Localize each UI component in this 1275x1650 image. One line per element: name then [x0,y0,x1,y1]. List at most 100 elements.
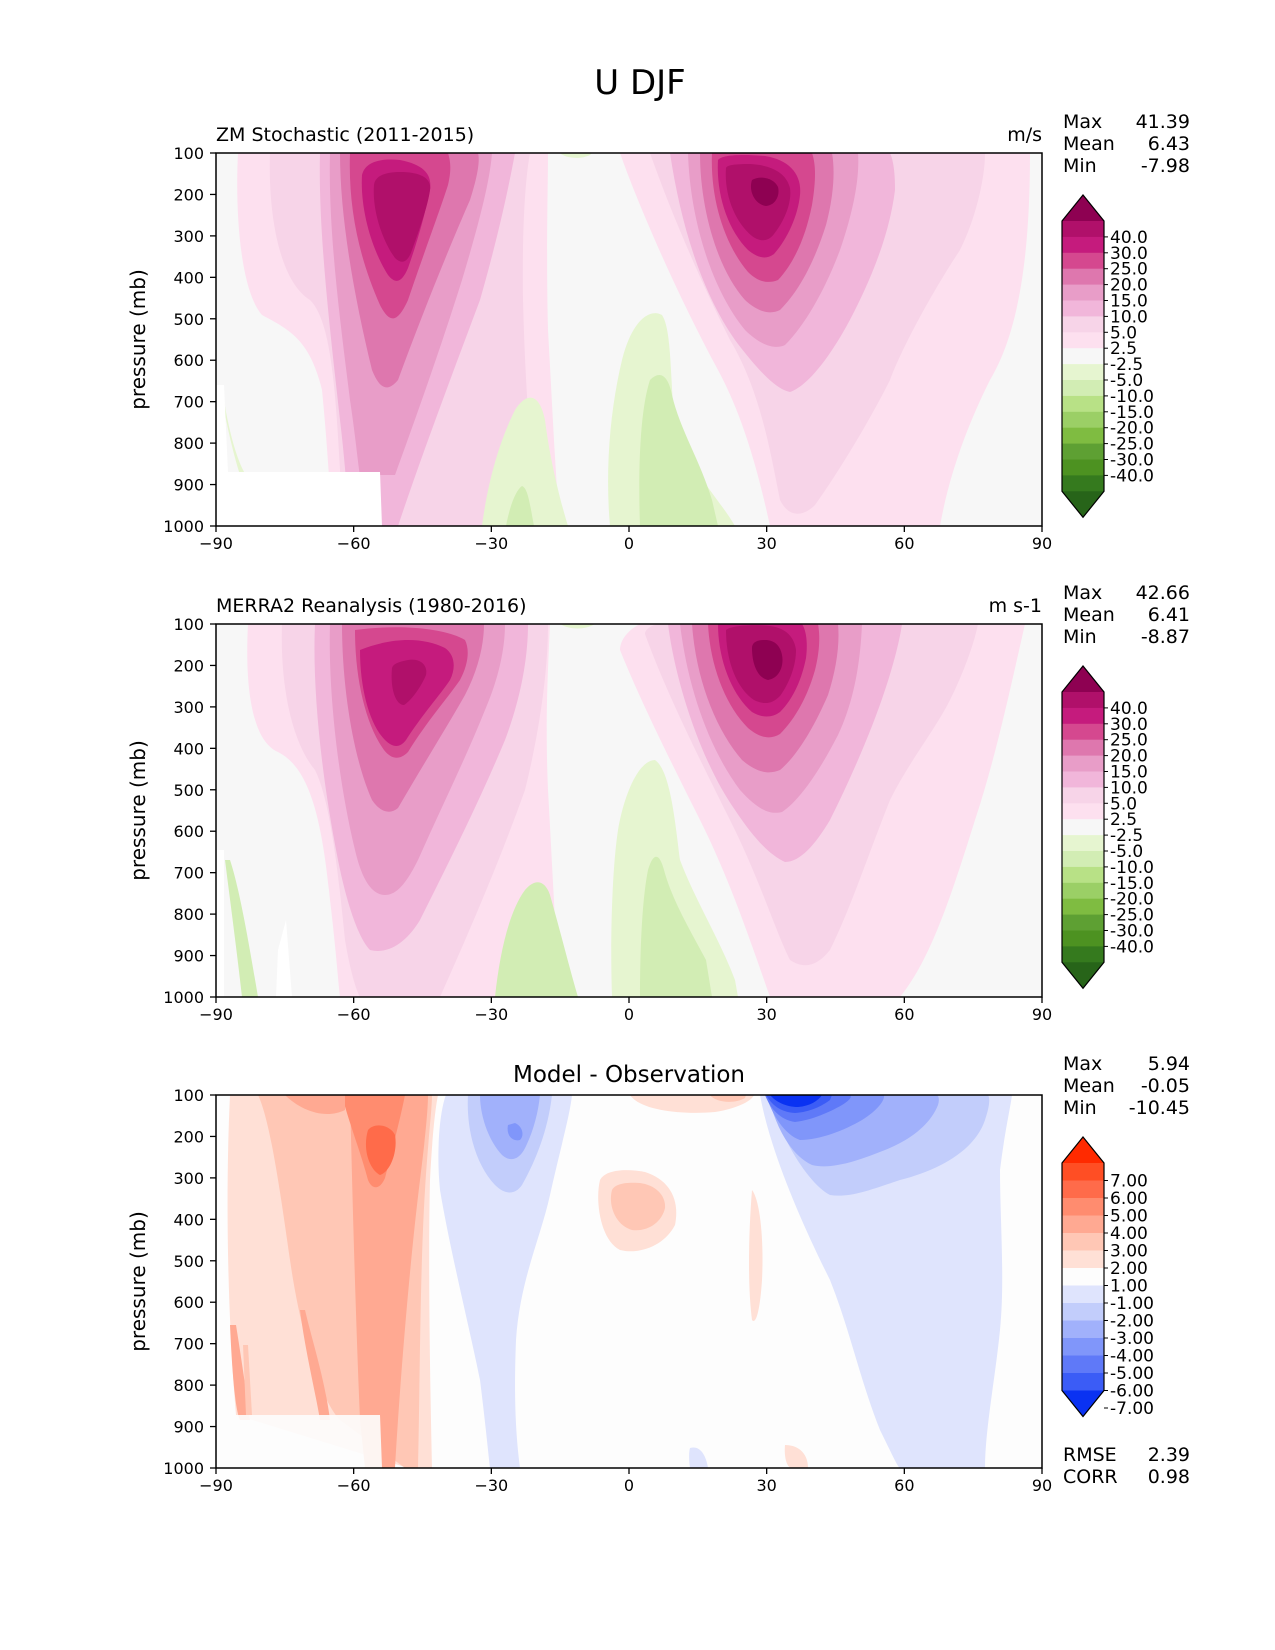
colorbar-bin [1062,723,1104,741]
colorbar-cap-max [1062,1137,1104,1163]
colorbar-bin [1062,475,1104,492]
colorbar-bin [1062,1373,1104,1391]
colorbar-bin [1062,1320,1104,1339]
colorbar-label: -5.0 [1110,842,1143,862]
x-tick-label: 90 [1032,534,1052,553]
colorbar-cap-min [1062,962,1104,989]
x-tick-label: 0 [624,1476,634,1495]
y-tick-label: 500 [173,1252,204,1271]
stat-label: Max [1063,1053,1102,1075]
colorbar-label: 2.5 [1110,339,1137,359]
colorbar-bin [1062,268,1104,286]
colorbar-bin [1062,819,1104,836]
stat-label: CORR [1063,1466,1118,1488]
colorbar-label: -6.00 [1110,1382,1154,1402]
colorbar-label: 15.0 [1110,292,1148,312]
stat-label: RMSE [1063,1444,1117,1466]
y-tick-label: 500 [173,781,204,800]
x-tick-label: −30 [474,1005,508,1024]
x-tick-label: −60 [337,534,371,553]
x-tick-label: 60 [894,1476,914,1495]
x-tick-label: −60 [337,1005,371,1024]
stat-value: 0.98 [1148,1466,1190,1488]
figure-title: U DJF [594,63,685,103]
colorbar: 40.030.025.020.015.010.05.02.5-2.5-5.0-1… [1061,194,1154,519]
colorbar-label: -25.0 [1110,435,1154,455]
stat-value: -7.98 [1141,155,1190,177]
colorbar-bin [1062,739,1104,757]
stats-box: Max 5.94 Mean -0.05 Min -10.45 [1063,1053,1190,1119]
x-axis: −90 −60 −30 0 30 60 90 [199,997,1052,1024]
x-tick-label: 90 [1032,1005,1052,1024]
stat-label: Min [1063,1097,1097,1119]
stat-label: Max [1063,111,1102,133]
colorbar: 40.030.025.020.015.010.05.02.5-2.5-5.0-1… [1061,665,1154,990]
y-tick-label: 600 [173,822,204,841]
colorbar-cap-max [1062,195,1104,221]
error-stats-box: RMSE 2.39 CORR 0.98 [1063,1444,1190,1488]
colorbar-label: 5.0 [1110,794,1137,814]
colorbar-outline [1061,194,1105,519]
colorbar-label: 2.5 [1110,810,1137,830]
surface-mask [216,1345,382,1468]
colorbar-bin [1062,851,1104,868]
colorbar-label: 40.0 [1110,699,1148,719]
colorbar-bin [1062,395,1104,413]
panel-title: Model - Observation [513,1062,745,1088]
y-tick-label: 700 [173,393,204,412]
colorbar-label: -7.00 [1110,1399,1154,1419]
colorbar-label: -2.5 [1110,355,1143,375]
contour-field [216,153,1042,526]
x-tick-label: 30 [756,1005,776,1024]
colorbar-bin [1062,866,1104,884]
stats-box: Max 41.39 Mean 6.43 Min -7.98 [1063,111,1190,177]
x-tick-label: −30 [474,534,508,553]
y-tick-label: 400 [173,268,204,287]
y-axis: 100 200 300 400 500 600 700 800 900 1000 [163,144,216,536]
colorbar-bin [1062,284,1104,301]
stat-value: -8.87 [1141,626,1190,648]
colorbar-bin [1062,914,1104,931]
units-label: m s-1 [989,595,1042,617]
colorbar-bin [1062,946,1104,963]
x-tick-label: 60 [894,534,914,553]
y-tick-label: 300 [173,698,204,717]
colorbar: 7.006.005.004.003.002.001.00-1.00-2.00-3… [1061,1136,1154,1419]
stat-value: -10.45 [1129,1097,1190,1119]
y-tick-label: 200 [173,185,204,204]
nh-jet [620,624,1025,997]
colorbar-label: 5.0 [1110,323,1137,343]
colorbar-bin [1062,1180,1104,1199]
stat-value: 6.41 [1148,604,1190,626]
colorbar-label: -20.0 [1110,419,1154,439]
colorbar-label: 7.00 [1110,1172,1148,1192]
x-tick-label: 0 [624,534,634,553]
stat-label: Mean [1063,133,1115,155]
colorbar-bin [1062,1233,1104,1251]
colorbar-bin [1062,787,1104,804]
colorbar-label: 6.00 [1110,1189,1148,1209]
colorbar-label: 40.0 [1110,228,1148,248]
negative-bias [438,1095,1012,1468]
colorbar-bin [1062,1285,1104,1304]
colorbar-cap-min [1062,491,1104,518]
stats-box: Max 42.66 Mean 6.41 Min -8.87 [1063,582,1190,648]
colorbar-label: -25.0 [1110,906,1154,926]
surface-mask [216,850,224,997]
colorbar-bin [1062,364,1104,381]
surface-mask [216,385,382,526]
colorbar-label: -3.00 [1110,1329,1154,1349]
y-tick-label: 200 [173,656,204,675]
y-tick-label: 100 [173,1086,204,1105]
y-tick-label: 900 [173,947,204,966]
colorbar-bin [1062,252,1104,270]
y-axis: 100 200 300 400 500 600 700 800 900 1000 [163,1086,216,1478]
colorbar-label: -15.0 [1110,403,1154,423]
colorbar-bin [1062,1303,1104,1321]
x-tick-label: −90 [199,1476,233,1495]
colorbar-bin [1062,1163,1104,1181]
y-tick-label: 700 [173,1335,204,1354]
nh-jet [620,153,1030,526]
colorbar-label: 25.0 [1110,260,1148,280]
